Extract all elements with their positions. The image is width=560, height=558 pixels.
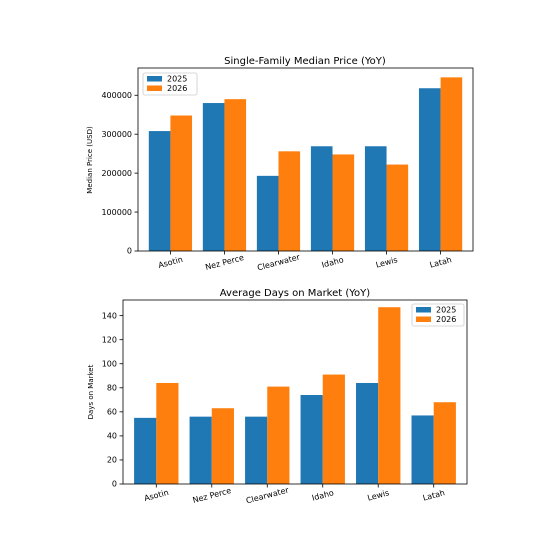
y-tick-label: 120 (102, 335, 117, 344)
y-tick-label: 140 (102, 311, 117, 320)
bars-group (134, 307, 456, 484)
bar-2026-nez-perce (211, 408, 234, 484)
bar-2025-nez-perce (189, 416, 212, 484)
bar-2026-asotin (170, 115, 193, 251)
bar-2026-idaho (332, 154, 355, 251)
legend-swatch-2026 (147, 85, 162, 91)
bar-2025-asotin (134, 417, 157, 484)
legend-label-2025: 2025 (436, 306, 456, 315)
y-tick-label: 20 (107, 456, 117, 465)
x-tick-label: Nez Perce (192, 486, 233, 505)
bar-2026-nez-perce (224, 99, 247, 252)
bar-2025-latah (411, 415, 434, 484)
bar-2025-latah (418, 88, 441, 251)
legend-label-2025: 2025 (167, 75, 187, 84)
legend-swatch-2025 (416, 307, 431, 313)
bar-2026-lewis (386, 164, 409, 251)
bars-group (148, 77, 463, 252)
x-tick-label: Idaho (321, 255, 345, 269)
x-tick-label: Latah (429, 255, 453, 270)
bar-2026-clearwater (267, 386, 290, 484)
legend-label-2026: 2026 (167, 84, 187, 93)
x-tick-label: Idaho (311, 488, 335, 502)
bar-2026-lewis (378, 307, 401, 484)
x-tick-label: Lewis (366, 488, 390, 502)
plot-frame (122, 299, 468, 485)
x-tick-label: Asotin (143, 488, 169, 503)
bar-2025-idaho (300, 395, 323, 484)
legend-swatch-2025 (147, 76, 162, 82)
plot-frame (137, 67, 474, 252)
y-tick-label: 300000 (101, 130, 132, 139)
chart-title: Average Days on Market (YoY) (220, 288, 370, 299)
y-tick-label: 100 (102, 359, 117, 368)
y-ticks-group: 0 100000 200000 300000 400000 (101, 91, 138, 256)
days-on-market-chart: Average Days on Market (YoY) Days on Mar… (87, 288, 468, 505)
bar-2025-clearwater (245, 416, 268, 484)
bar-2025-nez-perce (202, 103, 225, 251)
y-tick-label: 80 (107, 383, 117, 392)
bar-2025-clearwater (256, 175, 279, 251)
legend-swatch-2026 (416, 316, 431, 322)
bar-2026-asotin (156, 382, 179, 484)
bar-2026-latah (440, 77, 463, 251)
median-price-chart: Single-Family Median Price (YoY) Median … (86, 56, 474, 272)
x-tick-label: Asotin (157, 255, 183, 270)
y-tick-label: 0 (127, 247, 132, 256)
x-tick-label: Nez Perce (204, 253, 245, 272)
y-ticks-group: 0 20 40 60 80 100 120 140 (102, 311, 123, 489)
bar-2025-lewis (364, 146, 387, 251)
chart-title: Single-Family Median Price (YoY) (224, 56, 386, 67)
y-tick-label: 60 (107, 408, 117, 417)
bar-2025-lewis (356, 382, 379, 484)
legend-label-2026: 2026 (436, 315, 456, 324)
x-tick-label: Clearwater (256, 252, 301, 272)
bar-2026-clearwater (278, 151, 301, 251)
bar-2025-idaho (310, 146, 333, 251)
y-tick-label: 100000 (101, 208, 132, 217)
x-ticks-group: Asotin Nez Perce Clearwater Idaho Lewis Latah (143, 484, 446, 505)
y-axis-label: Median Price (USD) (86, 126, 94, 194)
x-ticks-group: Asotin Nez Perce Clearwater Idaho Lewis Latah (157, 251, 453, 272)
x-tick-label: Lewis (375, 255, 399, 269)
y-tick-label: 40 (107, 432, 117, 441)
y-tick-label: 0 (112, 480, 117, 489)
y-tick-label: 400000 (101, 91, 132, 100)
bar-2026-latah (433, 402, 456, 484)
y-axis-label: Days on Market (87, 364, 95, 419)
bar-2026-idaho (322, 374, 345, 484)
x-tick-label: Clearwater (245, 485, 290, 505)
bar-2025-asotin (148, 131, 171, 251)
y-tick-label: 200000 (101, 169, 132, 178)
x-tick-label: Latah (422, 488, 446, 503)
